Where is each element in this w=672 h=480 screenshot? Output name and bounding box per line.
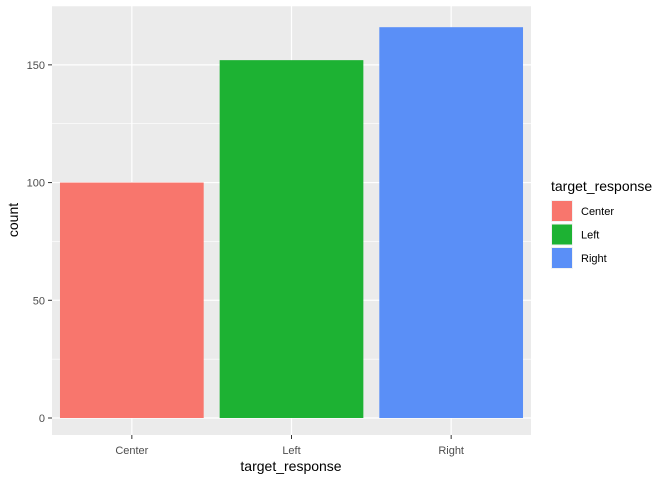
bar-center <box>59 182 204 418</box>
bars <box>59 27 524 419</box>
bar-right <box>379 27 524 419</box>
legend-swatch-left <box>552 224 572 245</box>
y-tick-label: 100 <box>27 178 45 190</box>
legend-label-center: Center <box>581 206 614 218</box>
x-axis-title: target_response <box>240 458 341 474</box>
x-tick-label: Left <box>282 445 300 457</box>
x-tick-label: Center <box>115 445 148 457</box>
legend-title: target_response <box>551 178 652 194</box>
legend-items: Center Left Right <box>551 200 614 269</box>
legend-swatch-center <box>552 201 572 221</box>
y-tick-label: 150 <box>27 60 45 72</box>
y-axis-title: count <box>5 203 21 237</box>
legend: target_response Center Left Right <box>551 178 652 269</box>
y-axis: 0 50 100 150 <box>27 60 52 425</box>
bar-left <box>219 60 364 419</box>
legend-label-right: Right <box>581 253 607 265</box>
x-axis: Center Left Right <box>115 435 464 457</box>
y-tick-label: 0 <box>39 413 45 425</box>
legend-swatch-right <box>552 248 572 268</box>
legend-label-left: Left <box>581 230 599 242</box>
x-tick-label: Right <box>438 445 464 457</box>
y-tick-label: 50 <box>33 295 45 307</box>
